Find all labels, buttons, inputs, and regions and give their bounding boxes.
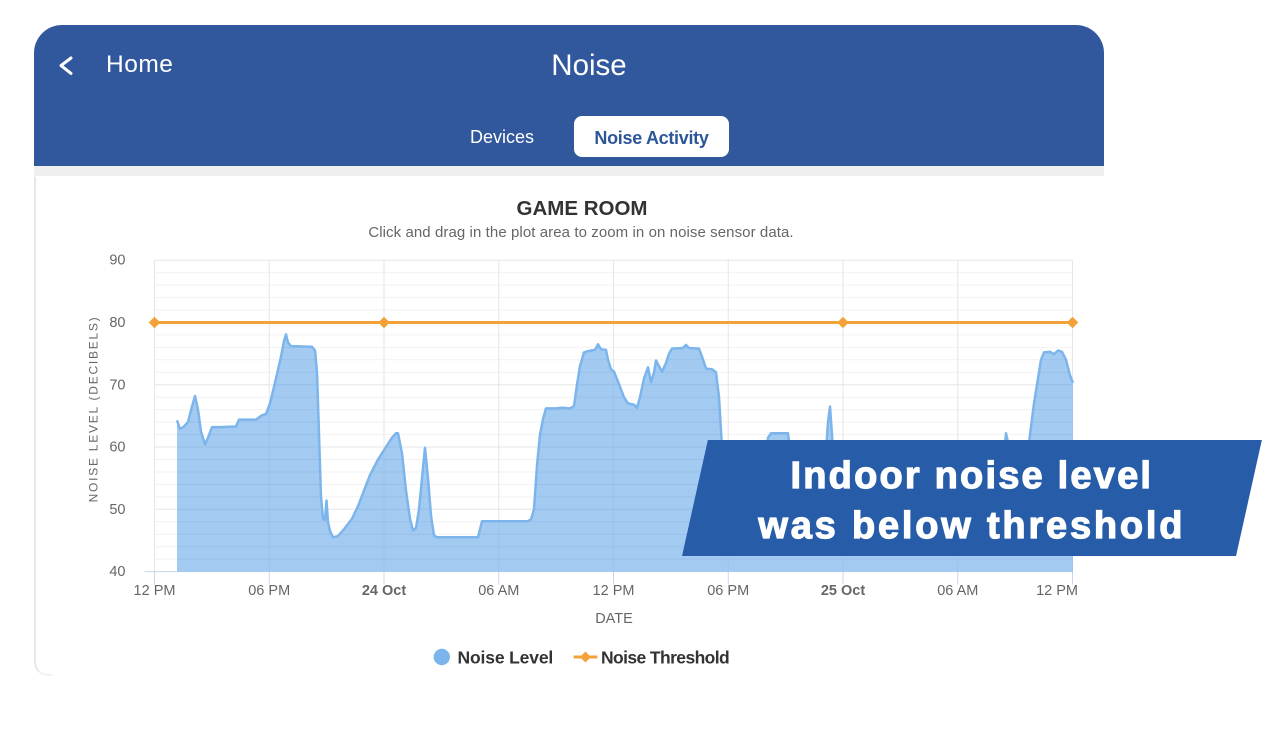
svg-text:25 Oct: 25 Oct xyxy=(821,583,865,599)
svg-text:NOISE LEVEL (DECIBELS): NOISE LEVEL (DECIBELS) xyxy=(87,316,101,503)
svg-text:06 AM: 06 AM xyxy=(478,583,519,599)
svg-text:12 PM: 12 PM xyxy=(1036,583,1078,599)
svg-text:Noise Threshold: Noise Threshold xyxy=(601,648,729,668)
svg-text:50: 50 xyxy=(109,502,125,518)
svg-text:40: 40 xyxy=(109,564,125,580)
svg-text:06 PM: 06 PM xyxy=(707,583,749,599)
svg-text:06 PM: 06 PM xyxy=(248,583,290,599)
svg-text:Noise Level: Noise Level xyxy=(458,648,554,668)
svg-text:24 Oct: 24 Oct xyxy=(362,583,406,599)
svg-text:70: 70 xyxy=(109,377,125,393)
svg-text:Click and drag in the plot are: Click and drag in the plot area to zoom … xyxy=(368,224,793,241)
svg-text:60: 60 xyxy=(109,440,125,456)
svg-text:12 PM: 12 PM xyxy=(134,583,176,599)
svg-text:12 PM: 12 PM xyxy=(593,583,635,599)
svg-text:06 AM: 06 AM xyxy=(937,583,978,599)
svg-text:GAME ROOM: GAME ROOM xyxy=(517,197,648,220)
svg-text:90: 90 xyxy=(109,253,125,269)
svg-text:80: 80 xyxy=(109,315,125,331)
svg-text:DATE: DATE xyxy=(595,611,633,627)
